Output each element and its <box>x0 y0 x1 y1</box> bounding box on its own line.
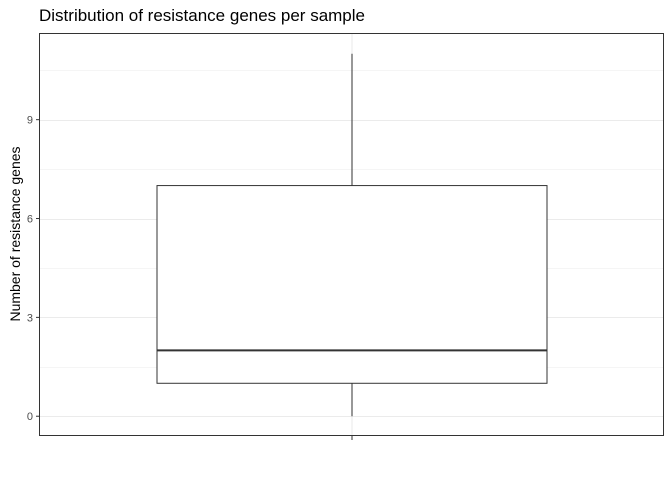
y-tick-label: 0 <box>27 411 33 423</box>
panel-border <box>39 33 664 436</box>
y-tick-label: 3 <box>27 312 33 324</box>
y-axis-label: Number of resistance genes <box>7 146 23 321</box>
y-tick-label: 9 <box>27 115 33 127</box>
y-tick-label: 6 <box>27 214 33 226</box>
box-layer <box>156 53 548 417</box>
chart-title: Distribution of resistance genes per sam… <box>39 6 365 25</box>
axis-layer: 0 3 6 9 <box>27 115 353 440</box>
iqr-box <box>156 185 548 384</box>
